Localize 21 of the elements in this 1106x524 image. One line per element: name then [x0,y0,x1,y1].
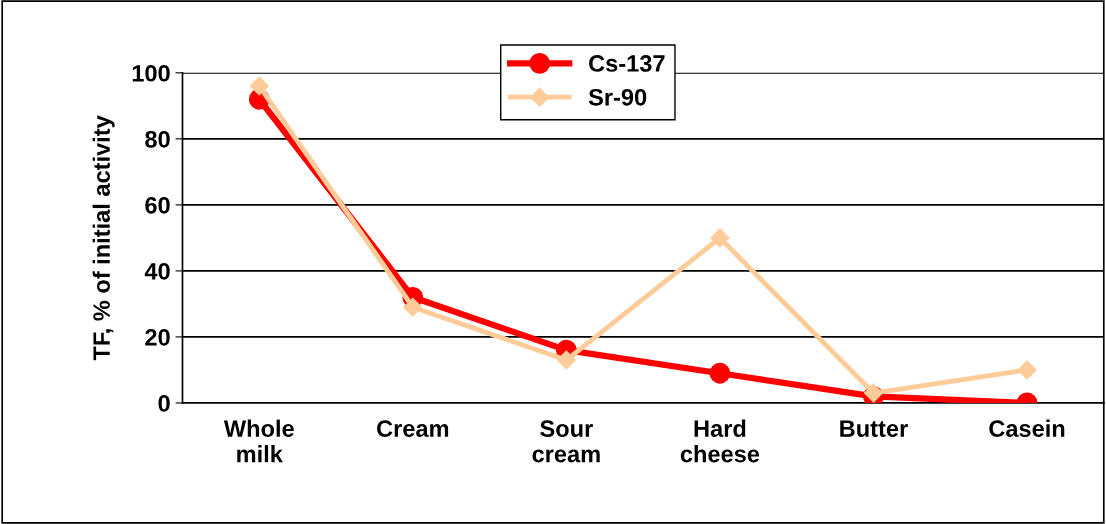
point [710,228,730,248]
y-tick-label: 40 [144,262,170,280]
point [249,76,269,96]
x-tick-label: Whole milk [223,419,294,463]
x-tick-label: Casein [989,419,1065,437]
y-tick-label: 20 [145,329,170,346]
x-tick-label: Cream [377,420,449,437]
y-tick-label: 60 [145,196,170,214]
x-tick-label: Sour cream [532,420,600,463]
point [403,297,423,317]
y-tick-label: 80 [145,130,170,148]
x-tick-label: Hard cheese [680,419,760,463]
y-tick-label: 0 [158,395,170,412]
point [709,362,731,384]
x-tick-label: Butter [840,420,908,437]
legend-label: Cs-137 [589,55,665,72]
point [1017,360,1037,380]
legend-label: Sr-90 [588,88,647,106]
y-tick-label: 100 [132,64,170,82]
point [556,350,576,370]
y-axis-title: TF, % of initial activity [92,115,115,361]
